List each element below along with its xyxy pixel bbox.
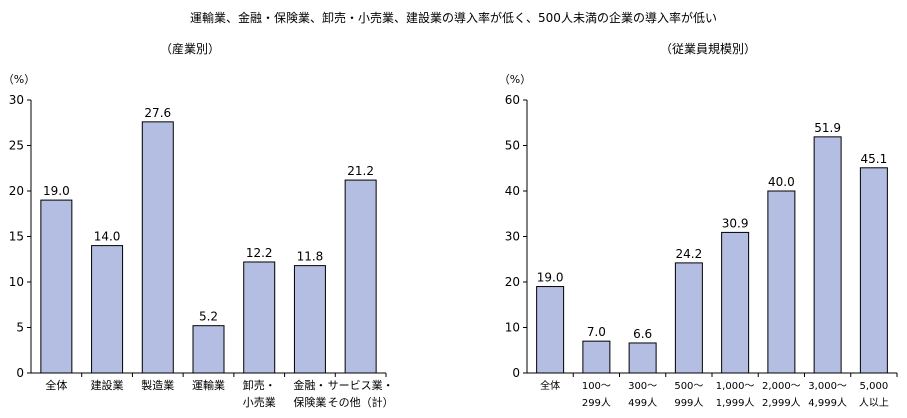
data-label: 30.9 — [722, 216, 749, 230]
y-tick-label: 40 — [505, 184, 520, 198]
data-label: 21.2 — [347, 164, 374, 178]
y-tick-label: 10 — [9, 275, 24, 289]
data-label: 40.0 — [768, 175, 795, 189]
category-label: 全体 — [45, 378, 67, 392]
bar — [582, 340, 611, 374]
data-label: 6.6 — [633, 327, 652, 341]
category-label: 金融・ — [293, 378, 326, 392]
data-label: 5.2 — [199, 310, 218, 324]
data-label: 19.0 — [537, 271, 564, 285]
category-label: 小売業 — [243, 396, 276, 409]
data-label: 19.0 — [43, 184, 70, 198]
bar — [674, 262, 703, 374]
category-label: 5,000 — [860, 381, 889, 392]
category-label: 4,999人 — [808, 397, 847, 409]
bar — [40, 199, 73, 374]
category-label: 1,000～ — [716, 381, 755, 392]
category-label: 3,000～ — [808, 381, 847, 392]
category-label: 2,999人 — [762, 397, 801, 409]
data-label: 27.6 — [144, 106, 171, 120]
category-label: 2,000～ — [762, 381, 801, 392]
bar — [141, 121, 174, 374]
category-label: 保険業 — [293, 395, 326, 409]
y-tick-label: 5 — [16, 321, 24, 335]
bar — [721, 231, 750, 374]
y-tick-label: 30 — [505, 230, 520, 244]
bar — [293, 265, 326, 374]
category-label: 999人 — [674, 397, 703, 409]
y-tick-label: 10 — [505, 321, 520, 335]
category-label: 299人 — [582, 397, 611, 409]
y-tick-label: 20 — [9, 184, 24, 198]
category-label: 500～ — [674, 381, 703, 392]
category-label: 建設業 — [91, 378, 124, 392]
bar — [536, 286, 565, 374]
data-label: 24.2 — [676, 247, 703, 261]
y-tick-label: 60 — [505, 93, 520, 107]
size-panel-title: （従業員規模別） — [659, 42, 757, 56]
category-label: サービス業・ — [328, 379, 394, 392]
category-label: 卸売・ — [243, 378, 276, 392]
industry-panel-title: （産業別） — [159, 42, 221, 56]
category-label: 1,999人 — [716, 397, 755, 409]
bar — [628, 342, 657, 374]
bar — [813, 136, 842, 374]
bar — [859, 167, 888, 374]
category-label: 人以上 — [859, 397, 889, 409]
bar — [243, 261, 276, 374]
bar — [192, 325, 225, 374]
bar — [767, 190, 796, 374]
bar — [344, 179, 377, 374]
y-tick-label: 25 — [9, 139, 24, 153]
y-tick-label: 0 — [512, 366, 520, 380]
data-label: 45.1 — [861, 152, 888, 166]
y-tick-label: 50 — [505, 139, 520, 153]
data-label: 51.9 — [814, 121, 841, 135]
data-label: 14.0 — [94, 230, 121, 244]
category-label: 100～ — [582, 381, 611, 392]
category-label: 499人 — [628, 397, 657, 409]
y-tick-label: 30 — [9, 93, 24, 107]
data-label: 11.8 — [297, 250, 324, 264]
category-label: 300～ — [628, 381, 657, 392]
y-tick-label: 20 — [505, 275, 520, 289]
main-title: 運輸業、金融・保険業、卸売・小売業、建設業の導入率が低く、500人未満の企業の導… — [190, 11, 717, 25]
y-tick-label: 0 — [16, 366, 24, 380]
y-axis-unit-label: （%） — [499, 73, 531, 86]
data-label: 12.2 — [246, 246, 273, 260]
y-tick-label: 15 — [9, 230, 24, 244]
category-label: 製造業 — [141, 378, 174, 392]
category-label: 運輸業 — [192, 378, 225, 392]
y-axis-unit-label: （%） — [3, 73, 35, 86]
category-label: その他（計） — [328, 395, 394, 409]
category-label: 全体 — [540, 379, 560, 392]
data-label: 7.0 — [587, 325, 606, 339]
bar — [91, 245, 124, 374]
